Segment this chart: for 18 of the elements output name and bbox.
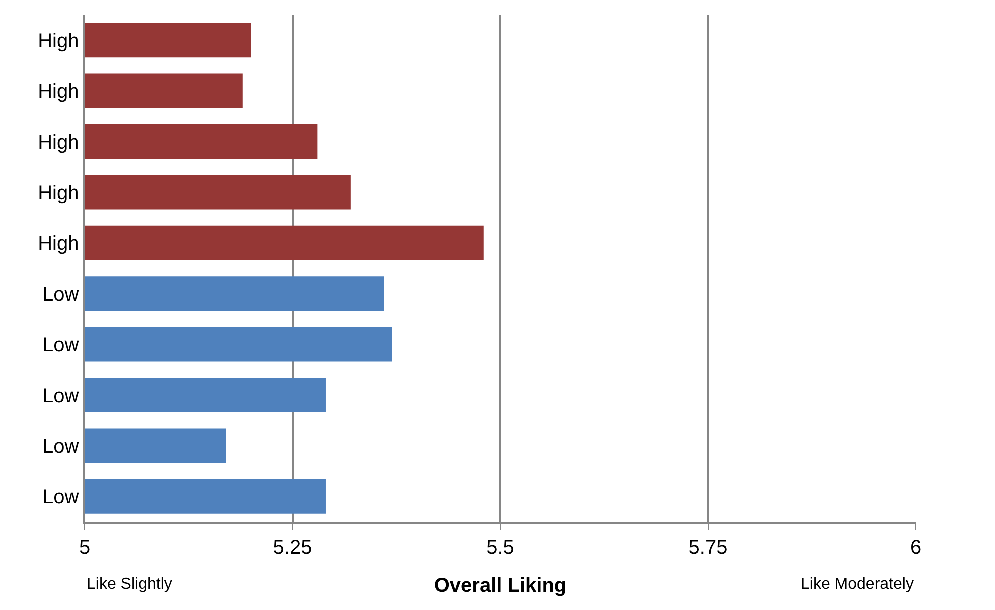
y-tick-label: High — [38, 132, 80, 154]
x-tick-label: 5.5 — [486, 536, 514, 559]
y-tick-label: Low — [42, 385, 80, 408]
y-tick-label: Low — [42, 436, 80, 458]
x-tick-label: 5.25 — [273, 536, 312, 559]
text: Like Slightly — [87, 576, 172, 593]
x-tick-label: 6 — [910, 536, 922, 559]
y-tick-label: High — [38, 30, 80, 52]
y-tick-label: Low — [42, 284, 80, 306]
y-tick-label: Low — [42, 486, 80, 509]
y-tick-label: High — [38, 233, 80, 256]
x-axis-title: Overall Liking — [434, 574, 567, 597]
y-tick-label: Low — [42, 334, 80, 357]
y-tick-label: High — [38, 81, 80, 104]
y-tick-label: High — [38, 182, 80, 204]
text: Like Moderately — [801, 576, 914, 593]
x-tick-label: 5.75 — [688, 536, 728, 559]
x-tick-label: 5 — [79, 536, 91, 559]
